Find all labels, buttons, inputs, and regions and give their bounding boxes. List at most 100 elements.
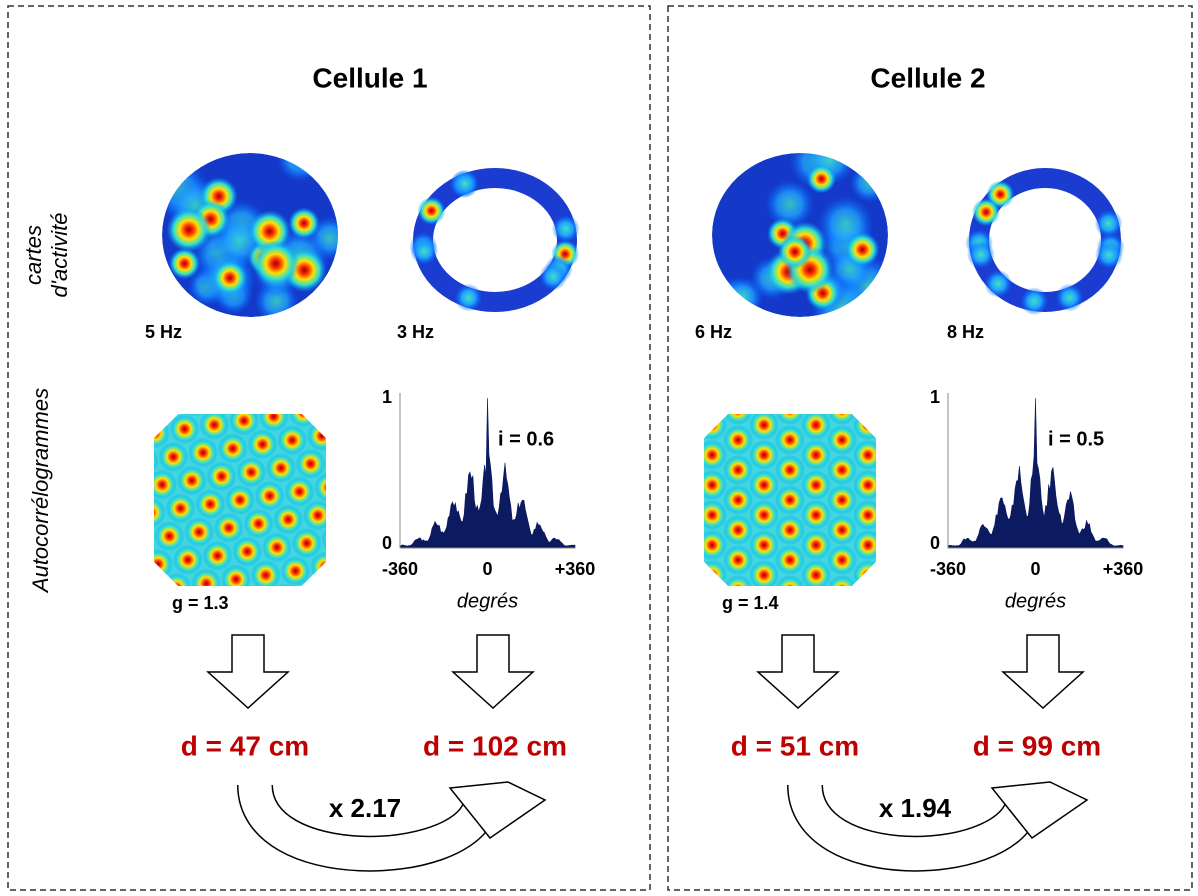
rate-label: 6 Hz xyxy=(695,322,732,342)
autocorr-peak xyxy=(749,439,779,470)
ring-spot xyxy=(1094,241,1123,270)
autocorr-peak xyxy=(614,509,655,550)
map-field xyxy=(806,164,837,194)
autocorr-peak xyxy=(951,465,992,506)
rate-label: 3 Hz xyxy=(397,322,434,342)
autocorr-grid xyxy=(67,336,398,665)
autocorr-peak xyxy=(666,389,707,430)
autocorr-peak xyxy=(775,515,806,546)
autocorr-peak xyxy=(666,479,707,520)
autocorrelogram xyxy=(67,336,398,665)
autocorr-peak xyxy=(873,570,914,611)
autocorr-peak xyxy=(345,597,379,631)
autocorr-peak xyxy=(364,411,398,445)
ring-spot xyxy=(1020,287,1049,316)
autocorr-peak xyxy=(327,363,361,397)
ratio-label: x 1.94 xyxy=(879,793,952,823)
y-tick-label: 0 xyxy=(930,533,940,553)
autocorr-peak xyxy=(899,465,940,506)
histogram-shape xyxy=(947,397,1124,549)
autocorr-peak xyxy=(67,452,101,486)
autocorr-peak xyxy=(238,376,272,410)
autocorr-peak xyxy=(614,419,655,460)
autocorr-peak xyxy=(640,524,681,565)
autocorr-peak xyxy=(744,615,785,656)
autocorr-peak xyxy=(265,452,296,483)
autocorr-peak xyxy=(718,630,759,671)
distance-label: d = 47 cm xyxy=(181,730,309,761)
distance-label: d = 99 cm xyxy=(973,730,1101,761)
x-tick-label: -360 xyxy=(930,559,966,579)
autocorr-peak xyxy=(247,429,278,460)
gridness-label: g = 1.4 xyxy=(722,593,779,613)
rate-map xyxy=(712,153,888,317)
panel-frame xyxy=(667,5,1193,891)
autocorr-peak xyxy=(238,586,272,620)
autocorr-peak xyxy=(254,480,285,511)
autocorr-peak xyxy=(75,504,109,538)
down-arrow xyxy=(1001,634,1085,710)
rate-label: 5 Hz xyxy=(145,322,182,342)
autocorr-peak xyxy=(338,546,372,580)
autocorr-peak xyxy=(100,579,134,613)
autocorr-peak xyxy=(82,555,116,589)
autocorr-peak xyxy=(743,344,784,385)
autocorr-peak xyxy=(90,397,124,431)
autocorr-peak xyxy=(826,424,857,455)
side-label: Autocorrélogrammes xyxy=(28,388,53,594)
autocorr-peak xyxy=(847,314,888,355)
autocorr-peak xyxy=(269,583,300,586)
ring-spot xyxy=(972,198,1001,227)
curved-arrow-head xyxy=(990,781,1089,840)
autocorr-peak xyxy=(692,645,733,686)
autocorr-peak xyxy=(213,512,244,543)
autocorr-peak xyxy=(107,631,141,665)
autocorr-peak xyxy=(119,393,153,427)
autocorr-peak xyxy=(209,380,243,414)
autocorr-peak xyxy=(723,484,754,515)
autocorr-peak xyxy=(723,414,753,425)
autocorr-peak xyxy=(261,532,292,563)
autocorr-peak xyxy=(873,420,914,461)
map-glow xyxy=(290,153,329,179)
autocorr-peak xyxy=(749,560,780,586)
autocorr-peak xyxy=(640,555,681,596)
autocorr-peak xyxy=(801,560,832,586)
autocorr-peak xyxy=(349,518,383,552)
x-axis-label: degrés xyxy=(457,590,518,612)
autocorr-peak xyxy=(852,530,876,561)
autocorr-peak xyxy=(273,504,304,535)
autocorr-peak xyxy=(614,479,655,520)
autocorr-peak xyxy=(197,618,231,652)
autocorr-peak xyxy=(588,434,629,475)
autocorr-peak xyxy=(89,607,123,641)
autocorr-peak xyxy=(873,510,914,551)
autocorr-peak xyxy=(873,359,914,400)
autocorr-peak xyxy=(800,500,831,531)
autocorr-peak xyxy=(826,414,857,425)
autocorr-peak xyxy=(154,525,155,556)
gridness-label: g = 1.3 xyxy=(172,593,229,613)
autocorr-peak xyxy=(847,374,888,415)
autocorr-peak xyxy=(749,500,780,530)
ring-spot xyxy=(450,169,479,198)
autocorr-peak xyxy=(97,448,131,482)
distance-label: d = 51 cm xyxy=(731,730,859,761)
autocorr-peak xyxy=(852,440,876,470)
autocorr-peak xyxy=(154,469,178,500)
autocorr-peak xyxy=(154,497,166,528)
autocorr-peak xyxy=(723,575,754,586)
autocorr-peak xyxy=(318,414,326,424)
autocorr-peak xyxy=(339,336,373,370)
autocorr-peak xyxy=(315,601,349,635)
autocorr-peak xyxy=(718,359,759,400)
autocorr-peak xyxy=(93,528,127,562)
autocorr-peak xyxy=(640,434,681,475)
autocorr-peak xyxy=(774,424,805,455)
autocorr-peak xyxy=(279,344,313,378)
autocorr-peak xyxy=(86,476,120,510)
autocorr-peak xyxy=(826,515,857,546)
autocorr-peak xyxy=(101,369,135,403)
autocorr-peak xyxy=(873,389,914,430)
